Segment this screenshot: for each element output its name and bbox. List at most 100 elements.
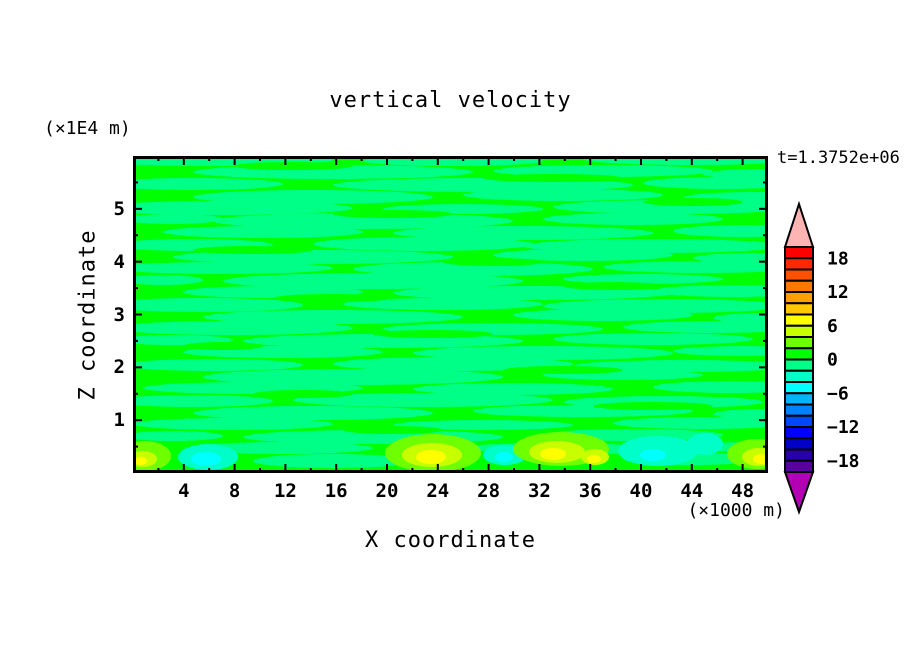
field-streak [493,165,713,177]
field-streak [193,190,433,204]
colorbar-tick-label: −12 [827,417,860,438]
field-streak [133,298,303,312]
field-blob [540,448,566,460]
colorbar: 18 12 6 0 −6 −12 −18 [783,200,860,516]
field-streak [163,226,363,238]
colorbar-tick-label: −18 [827,451,860,472]
y-axis-title: Z coordinate [75,229,101,401]
time-stamp: t=1.3752e+06 [777,148,900,168]
y-tick-label: 5 [113,197,125,220]
y-tick-label: 4 [113,250,125,273]
field-streak [223,273,523,289]
colorbar-tick-label: −6 [827,383,849,404]
colorbar-tick-label: 18 [827,248,849,269]
field-streak [413,346,673,360]
colorbar-segment [784,414,814,428]
field-streak [313,237,533,251]
field-streak [273,294,393,302]
field-streak [133,178,283,190]
field-streak [393,226,653,240]
x-tick-label: 32 [527,480,551,502]
field-streak [503,366,623,374]
field-streak [193,442,373,454]
colorbar-over-arrow [783,200,815,248]
field-streak [343,426,443,434]
colorbar-segment [784,313,814,327]
field-streak [203,310,463,324]
x-tick-label: 12 [273,480,297,502]
colorbar-segment [784,279,814,293]
x-tick-label: 40 [629,480,653,502]
field-streak [563,282,663,290]
field-streak [253,390,353,398]
colorbar-segment [784,403,814,417]
field-streak [133,359,303,371]
field-streak [703,169,768,179]
field-streak [563,274,723,284]
field-blob [687,433,723,455]
field-streak [613,417,768,429]
y-tick-label: 3 [113,303,125,326]
field-streak [413,383,613,395]
x-tick-label: 4 [178,480,190,502]
field-streak [133,275,203,285]
colorbar-segment [784,268,814,282]
colorbar-segment [784,347,814,361]
colorbar-segment [784,459,814,473]
field-streak [643,177,768,189]
colorbar-segment [784,324,814,338]
colorbar-tick-label: 12 [827,282,849,303]
x-axis-title: X coordinate [365,528,536,553]
field-streak [543,213,723,225]
field-streak [233,162,353,170]
colorbar-segment [784,291,814,305]
x-axis-unit-label: (×1000 m) [687,500,785,521]
field-streak [183,342,263,350]
plot-border [133,156,768,473]
field-streak [293,393,553,407]
field-streak [193,406,433,420]
field-streak [653,381,768,393]
colorbar-segment [784,246,814,260]
field-streak [573,360,768,372]
field-streak [133,214,223,224]
colorbar-tick-label: 0 [827,350,838,371]
field-blob [587,455,601,463]
field-streak [623,321,768,333]
x-tick-label: 20 [375,480,399,502]
field-streak [513,309,693,321]
field-streak [133,321,353,335]
field-streak [373,330,493,338]
field-blob [640,449,666,461]
colorbar-segment [784,437,814,451]
field-streak [483,174,623,182]
x-tick-label: 44 [680,480,704,502]
field-streak [133,431,223,441]
colorbar-segment [784,381,814,395]
field-streak [653,285,768,297]
y-tick-label: 1 [113,409,125,432]
field-streak [253,454,413,468]
field-streak [713,313,768,323]
field-streak [713,409,768,419]
field-streak [493,249,673,261]
field-blob [135,457,147,465]
field-blob [416,450,446,464]
field-streak [333,210,453,218]
field-streak [463,189,663,201]
y-axis-unit-label: (×1E4 m) [44,118,131,139]
field-blob [191,452,221,466]
colorbar-segment [784,392,814,406]
chart-title: vertical velocity [329,88,572,113]
field-streak [353,262,593,276]
colorbar-segment [784,369,814,383]
field-streak [133,418,333,430]
field-streak [603,261,768,273]
field-blob [753,454,768,464]
field-streak [693,253,768,263]
x-tick-label: 36 [578,480,602,502]
x-tick-label: 28 [477,480,501,502]
x-tick-label: 8 [228,480,241,502]
field-streak [203,369,503,385]
